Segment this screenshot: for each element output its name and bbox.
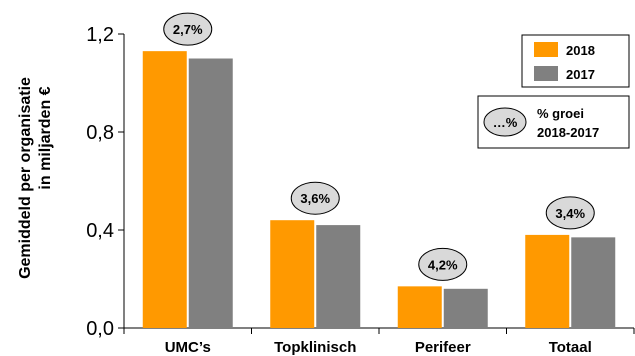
bar-2018	[270, 220, 315, 328]
growth-label: 2,7%	[173, 22, 203, 37]
bar-2017	[571, 237, 616, 328]
y-tick-label: 1,2	[86, 24, 114, 46]
growth-bubble	[418, 247, 468, 281]
legend-growth-key: …% % groei 2018-2017	[477, 95, 630, 149]
y-axis-label-line2: in miljarden €	[37, 86, 54, 189]
bar-2018	[525, 234, 570, 328]
y-ticks: 0,0 0,4 0,8 1,2	[86, 24, 124, 340]
legend-label-2017: 2017	[566, 67, 595, 82]
growth-label: 3,6%	[300, 191, 330, 206]
x-tick-label: Perifeer	[415, 339, 471, 356]
y-axis-label: Gemiddeld per organisatie in miljarden €	[17, 77, 54, 279]
growth-key-label-line1: % groei	[537, 106, 584, 121]
bar-2017	[443, 288, 488, 328]
bar-2018	[142, 51, 187, 329]
bar-2018	[397, 286, 442, 328]
y-tick-label: 0,0	[86, 318, 114, 340]
legend-swatch-2017	[534, 66, 558, 81]
growth-label: 4,2%	[428, 257, 458, 272]
bar-2017	[316, 225, 361, 328]
y-tick-label: 0,4	[86, 220, 114, 242]
growth-key-symbol: …%	[493, 115, 518, 130]
growth-bubble	[290, 181, 340, 215]
legend-series: 2018 2017	[521, 34, 630, 88]
x-tick-label: Totaal	[549, 339, 592, 356]
growth-key-label-line2: 2018-2017	[537, 125, 599, 140]
x-tick-label: UMC’s	[165, 339, 211, 356]
legend-label-2018: 2018	[566, 43, 595, 58]
bar-2017	[188, 58, 233, 328]
growth-key-bubble	[483, 107, 527, 137]
x-tick-label: Topklinisch	[274, 339, 356, 356]
x-ticks: UMC’s Topklinisch Perifeer Totaal	[123, 328, 635, 356]
bars	[142, 51, 616, 329]
growth-bubbles: 2,7% 3,6% 4,2% 3,4%	[163, 12, 595, 281]
growth-label: 3,4%	[555, 206, 585, 221]
growth-bubble	[163, 12, 213, 46]
y-axis-label-line1: Gemiddeld per organisatie	[17, 77, 34, 279]
growth-bubble	[545, 196, 595, 230]
legend-swatch-2018	[534, 42, 558, 57]
y-tick-label: 0,8	[86, 122, 114, 144]
